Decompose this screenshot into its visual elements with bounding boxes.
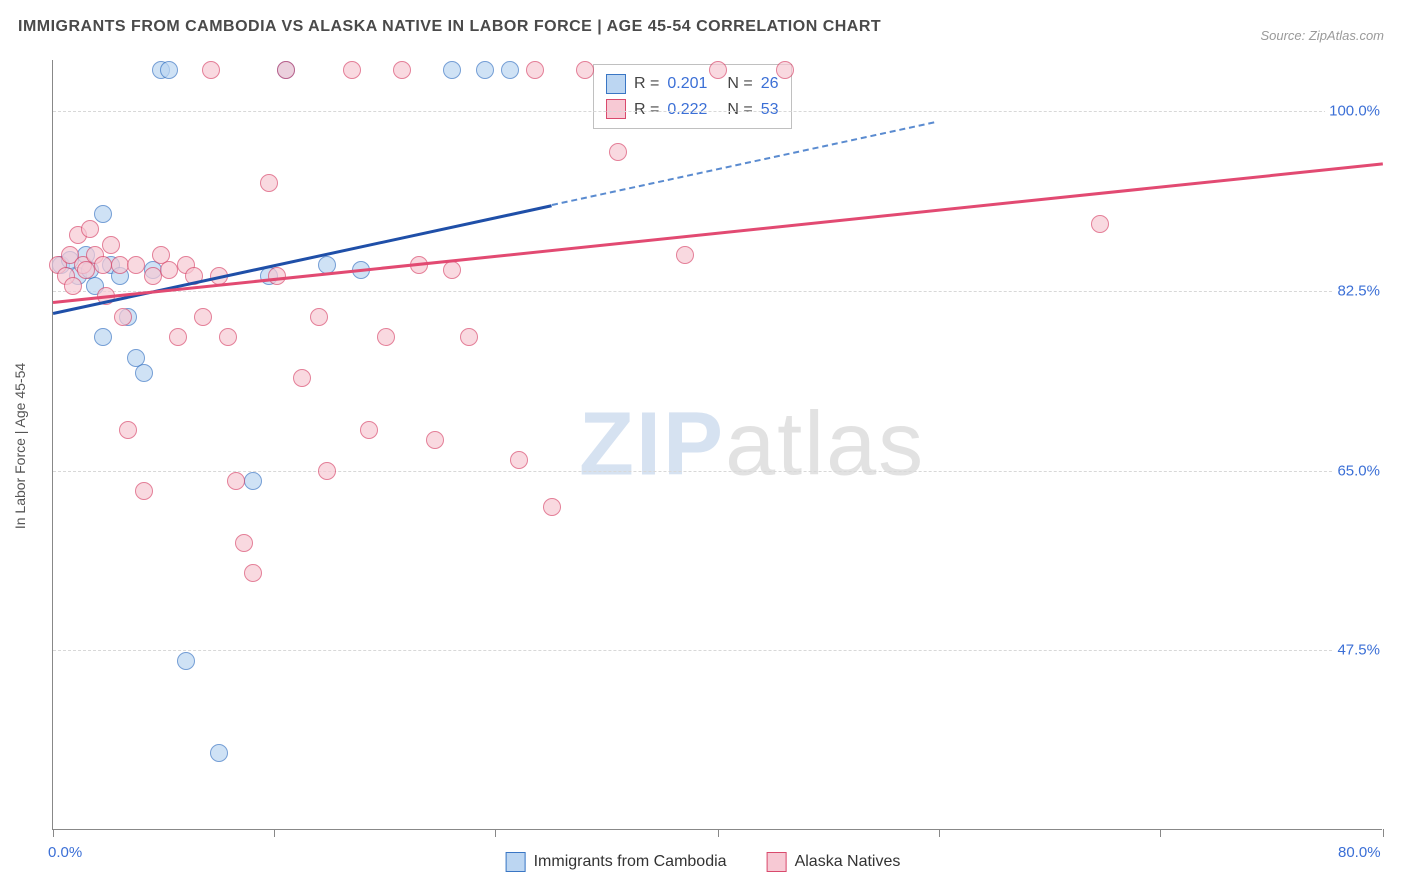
scatter-point: [160, 61, 178, 79]
scatter-point: [277, 61, 295, 79]
scatter-point: [202, 61, 220, 79]
watermark: ZIPatlas: [579, 393, 925, 496]
scatter-point: [676, 246, 694, 264]
gridline: [53, 111, 1382, 112]
scatter-point: [501, 61, 519, 79]
scatter-point: [1091, 215, 1109, 233]
stats-n-value: 53: [761, 97, 779, 123]
scatter-point: [460, 328, 478, 346]
x-tick: [495, 829, 496, 837]
scatter-point: [94, 328, 112, 346]
stats-swatch: [606, 74, 626, 94]
stats-r-value: 0.201: [667, 71, 707, 97]
scatter-point: [135, 364, 153, 382]
gridline: [53, 650, 1382, 651]
scatter-point: [260, 174, 278, 192]
legend-label-cambodia: Immigrants from Cambodia: [534, 853, 727, 871]
scatter-point: [609, 143, 627, 161]
stats-legend-row: R = 0.222 N = 53: [606, 97, 779, 123]
scatter-point: [102, 236, 120, 254]
scatter-point: [268, 267, 286, 285]
plot-area: ZIPatlas R =0.201N =26R =0.222N =53 47.5…: [52, 60, 1382, 830]
scatter-point: [119, 421, 137, 439]
legend-swatch-alaska: [767, 852, 787, 872]
scatter-point: [135, 482, 153, 500]
y-tick-label: 82.5%: [1333, 283, 1384, 300]
scatter-point: [310, 308, 328, 326]
stats-swatch: [606, 99, 626, 119]
stats-n-label: N =: [727, 71, 752, 97]
scatter-point: [219, 328, 237, 346]
source-label: Source: ZipAtlas.com: [1260, 28, 1384, 43]
scatter-point: [293, 369, 311, 387]
stats-r-label: R =: [634, 97, 659, 123]
scatter-point: [543, 498, 561, 516]
trend-line: [53, 163, 1383, 304]
scatter-point: [144, 267, 162, 285]
bottom-legend: Immigrants from Cambodia Alaska Natives: [506, 852, 901, 872]
watermark-left: ZIP: [579, 394, 725, 494]
scatter-point: [776, 61, 794, 79]
scatter-point: [443, 61, 461, 79]
x-tick: [939, 829, 940, 837]
scatter-point: [77, 261, 95, 279]
scatter-point: [318, 462, 336, 480]
legend-item-cambodia: Immigrants from Cambodia: [506, 852, 727, 872]
scatter-point: [377, 328, 395, 346]
scatter-point: [343, 61, 361, 79]
stats-legend-row: R =0.201N =26: [606, 71, 779, 97]
scatter-point: [709, 61, 727, 79]
legend-swatch-cambodia: [506, 852, 526, 872]
scatter-point: [160, 261, 178, 279]
scatter-point: [194, 308, 212, 326]
scatter-point: [127, 256, 145, 274]
scatter-point: [244, 564, 262, 582]
scatter-point: [526, 61, 544, 79]
scatter-point: [443, 261, 461, 279]
scatter-point: [510, 451, 528, 469]
scatter-point: [114, 308, 132, 326]
stats-r-value: 0.222: [667, 97, 707, 123]
x-tick: [53, 829, 54, 837]
scatter-point: [81, 220, 99, 238]
stats-n-label: N =: [727, 97, 752, 123]
scatter-point: [94, 256, 112, 274]
y-tick-label: 65.0%: [1333, 462, 1384, 479]
watermark-right: atlas: [725, 394, 925, 494]
legend-item-alaska: Alaska Natives: [767, 852, 901, 872]
scatter-point: [227, 472, 245, 490]
scatter-point: [177, 652, 195, 670]
x-tick: [1383, 829, 1384, 837]
chart-title: IMMIGRANTS FROM CAMBODIA VS ALASKA NATIV…: [18, 18, 881, 36]
scatter-point: [244, 472, 262, 490]
scatter-point: [360, 421, 378, 439]
y-axis-label: In Labor Force | Age 45-54: [12, 363, 28, 529]
x-axis-min-label: 0.0%: [48, 844, 82, 861]
scatter-point: [94, 205, 112, 223]
x-axis-max-label: 80.0%: [1338, 844, 1381, 861]
trend-line: [552, 121, 935, 206]
scatter-point: [210, 744, 228, 762]
scatter-point: [111, 256, 129, 274]
stats-legend: R =0.201N =26R =0.222N =53: [593, 64, 792, 129]
scatter-point: [426, 431, 444, 449]
scatter-point: [64, 277, 82, 295]
y-tick-label: 47.5%: [1333, 642, 1384, 659]
y-tick-label: 100.0%: [1325, 103, 1384, 120]
gridline: [53, 291, 1382, 292]
scatter-point: [576, 61, 594, 79]
x-tick: [718, 829, 719, 837]
legend-label-alaska: Alaska Natives: [795, 853, 901, 871]
scatter-point: [169, 328, 187, 346]
scatter-point: [476, 61, 494, 79]
x-tick: [274, 829, 275, 837]
stats-r-label: R =: [634, 71, 659, 97]
scatter-point: [235, 534, 253, 552]
scatter-point: [393, 61, 411, 79]
x-tick: [1160, 829, 1161, 837]
